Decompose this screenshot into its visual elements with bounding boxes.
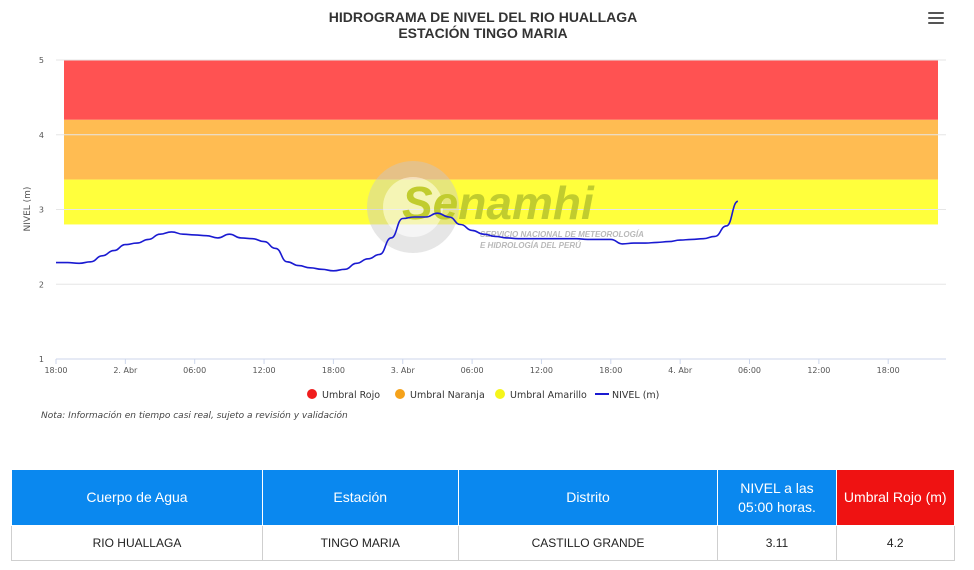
table-header-row: Cuerpo de Agua Estación Distrito NIVEL a… xyxy=(11,469,956,526)
legend-item[interactable]: Umbral Amarillo xyxy=(495,389,587,401)
legend-marker-icon xyxy=(395,389,405,399)
legend-marker-icon xyxy=(495,389,505,399)
x-tick-label: 06:00 xyxy=(461,366,484,375)
axes: 1 2 3 4 5 18:00 2. Abr 06:00 12:00 18:00 3. Abr 06:… xyxy=(39,56,946,375)
cell-nivel: 3.11 xyxy=(717,525,837,561)
watermark-line1: SERVICIO NACIONAL DE METEOROLOGÍA xyxy=(480,230,644,239)
x-tick-label: 18:00 xyxy=(877,366,900,375)
x-tick-label: 4. Abr xyxy=(668,366,693,375)
x-tick-label: 18:00 xyxy=(322,366,345,375)
y-tick-label: 1 xyxy=(39,355,44,364)
watermark-line2: E HIDROLOGÍA DEL PERÚ xyxy=(480,241,581,250)
table-row: RIO HUALLAGA TINGO MARIA CASTILLO GRANDE… xyxy=(11,525,956,561)
series-layer xyxy=(55,200,739,272)
threshold-bands xyxy=(64,60,938,225)
cell-distrito: CASTILLO GRANDE xyxy=(457,525,719,561)
chart-title: HIDROGRAMA DE NIVEL DEL RIO HUALLAGA xyxy=(329,9,638,25)
legend-label: NIVEL (m) xyxy=(612,390,659,401)
menu-bar xyxy=(928,12,944,14)
x-tick-label: 12:00 xyxy=(253,366,276,375)
x-tick-label: 06:00 xyxy=(738,366,761,375)
cell-umbral-rojo: 4.2 xyxy=(835,525,956,561)
disclaimer-note: Nota: Información en tiempo casi real, s… xyxy=(41,411,348,421)
band-umbral-rojo xyxy=(64,60,938,120)
legend-marker-icon xyxy=(307,389,317,399)
senamhi-watermark: Senamhi SERVICIO NACIONAL DE METEOROLOGÍ… xyxy=(367,161,644,253)
legend-item[interactable]: Umbral Naranja xyxy=(395,389,485,401)
menu-bar xyxy=(928,17,944,19)
legend-item[interactable]: NIVEL (m) xyxy=(595,390,659,401)
header-cuerpo-de-agua: Cuerpo de Agua xyxy=(11,469,263,526)
x-tick-label: 3. Abr xyxy=(391,366,416,375)
band-umbral-naranja xyxy=(64,119,938,180)
x-tick-label: 12:00 xyxy=(807,366,830,375)
hamburger-menu-icon[interactable] xyxy=(928,12,944,26)
chart-subtitle: ESTACIÓN TINGO MARIA xyxy=(398,24,567,41)
legend-label: Umbral Amarillo xyxy=(510,390,587,401)
y-tick-label: 2 xyxy=(39,280,44,289)
y-tick-label: 5 xyxy=(39,56,44,65)
x-tick-label: 12:00 xyxy=(530,366,553,375)
menu-bar xyxy=(928,22,944,24)
chart-legend: Umbral Rojo Umbral Naranja Umbral Amarillo… xyxy=(307,389,659,401)
x-tick-label: 18:00 xyxy=(599,366,622,375)
hydrograph-chart: HIDROGRAMA DE NIVEL DEL RIO HUALLAGA EST… xyxy=(23,9,946,401)
watermark-name: Senamhi xyxy=(402,177,595,229)
cell-cuerpo-de-agua: RIO HUALLAGA xyxy=(11,525,263,561)
band-umbral-amarillo xyxy=(64,179,938,225)
header-distrito: Distrito xyxy=(457,469,719,526)
cell-estacion: TINGO MARIA xyxy=(261,525,459,561)
sun-logo-icon xyxy=(367,161,459,253)
legend-label: Umbral Naranja xyxy=(410,390,485,401)
header-estacion: Estación xyxy=(261,469,459,526)
y-axis-title: NIVEL (m) xyxy=(23,187,33,232)
header-umbral-rojo: Umbral Rojo (m) xyxy=(835,469,956,526)
y-tick-label: 4 xyxy=(39,131,44,140)
x-tick-label: 2. Abr xyxy=(113,366,138,375)
y-tick-label: 3 xyxy=(39,206,44,215)
x-tick-label: 18:00 xyxy=(44,366,67,375)
x-tick-label: 06:00 xyxy=(183,366,206,375)
series-line-nivel xyxy=(55,200,739,272)
header-nivel: NIVEL a las 05:00 horas. xyxy=(717,469,837,526)
legend-label: Umbral Rojo xyxy=(322,390,380,401)
legend-item[interactable]: Umbral Rojo xyxy=(307,389,380,401)
station-info-table: Cuerpo de Agua Estación Distrito NIVEL a… xyxy=(11,469,956,561)
